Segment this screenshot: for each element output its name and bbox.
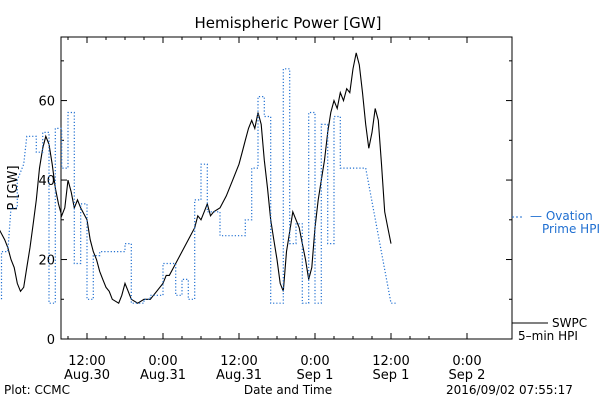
x-tick-label: 0:00: [452, 354, 481, 369]
series-line-ovation: [0, 68, 398, 304]
series-line-swpc: [0, 52, 392, 305]
y-tick-label: 20: [38, 254, 55, 269]
x-tick-sublabel: Sep 2: [449, 368, 486, 383]
x-tick-sublabel: Sep 1: [297, 368, 334, 383]
y-axis: 0 20 40 60: [38, 60, 512, 348]
x-axis-label: Date and Time: [244, 383, 332, 397]
y-tick-label: 60: [38, 95, 55, 110]
series-layer: [0, 52, 398, 305]
legend-ovation-label: — Ovation: [530, 209, 593, 223]
x-tick-sublabel: Aug.31: [140, 368, 186, 383]
legend-ovation-sublabel: Prime HPI: [542, 222, 600, 236]
legend-swpc-label: SWPC: [552, 316, 587, 330]
y-tick-label: 0: [47, 333, 55, 348]
y-tick-label: 40: [38, 174, 55, 189]
x-tick-label: 12:00: [372, 354, 409, 369]
x-tick-label: 12:00: [220, 354, 257, 369]
x-tick-label: 12:00: [68, 354, 105, 369]
y-axis-label: P [GW]: [6, 165, 21, 210]
plot-frame: [60, 36, 513, 340]
x-tick-sublabel: Aug.31: [216, 368, 262, 383]
x-tick-sublabel: Aug.30: [64, 368, 110, 383]
chart-title: Hemispheric Power [GW]: [195, 14, 382, 32]
x-tick-label: 0:00: [148, 354, 177, 369]
plot-timestamp: 2016/09/02 07:55:17: [446, 383, 573, 397]
x-tick-label: 0:00: [300, 354, 329, 369]
x-tick-sublabel: Sep 1: [373, 368, 410, 383]
legend-swpc-sublabel: 5–min HPI: [518, 329, 578, 343]
plot-credit: Plot: CCMC: [4, 383, 70, 397]
x-axis: 12:00Aug.300:00Aug.3112:00Aug.310:00Sep …: [64, 37, 485, 383]
